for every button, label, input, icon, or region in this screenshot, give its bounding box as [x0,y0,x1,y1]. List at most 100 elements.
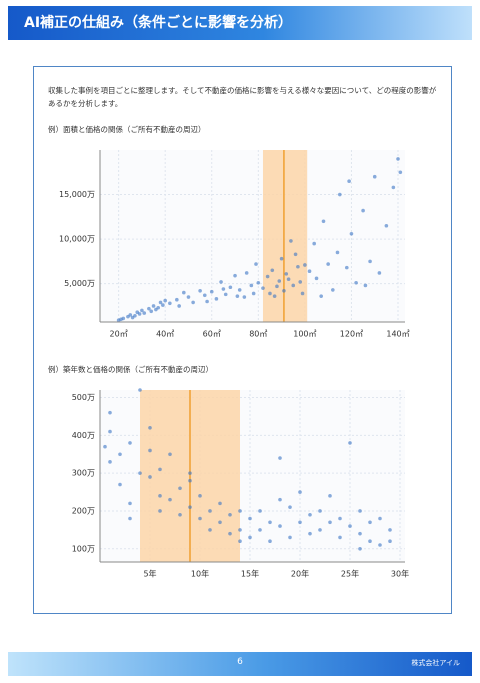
point [147,306,151,311]
point [388,528,392,532]
point [233,273,237,278]
point [188,505,192,509]
point [188,471,192,475]
point [235,294,240,298]
point [178,486,182,491]
point [338,192,342,197]
x-tick-label: 20年 [291,569,309,579]
point [368,259,372,264]
point [163,298,167,303]
point [358,546,362,551]
point [363,283,368,288]
point [372,174,377,179]
point [208,509,212,513]
point [338,516,342,521]
x-tick-label: 30年 [391,569,409,579]
point [148,448,152,453]
point [228,285,233,290]
point [288,535,292,540]
point [118,452,122,457]
point [128,313,133,317]
point [191,300,195,305]
y-tick-label: 100万 [72,544,95,553]
point [291,283,296,288]
point [314,276,319,281]
point [347,179,351,183]
point [258,528,262,532]
point [137,312,142,316]
point [303,263,307,267]
point [368,520,372,525]
point [328,520,332,525]
point [148,426,152,430]
point [158,509,162,513]
y-tick-label: 400万 [72,431,95,440]
x-tick-label: 100㎡ [293,330,316,339]
point [298,520,302,525]
point [140,308,144,313]
point [108,460,112,464]
point [286,277,291,282]
point [108,410,112,415]
point [348,441,352,445]
point [228,531,232,536]
point [158,494,162,498]
point [103,444,107,449]
point [398,170,403,175]
point [318,528,322,532]
x-tick-label: 80㎡ [249,330,267,339]
y-tick-label: 500万 [72,393,95,402]
point [331,288,335,292]
point [221,287,226,291]
point [209,289,214,294]
x-tick-label: 15年 [241,569,259,579]
point [249,283,254,288]
point [238,509,242,513]
chart: 20㎡ 40㎡ 60㎡ 80㎡ 100㎡ 120㎡ 140㎡ 5,000万 10,000万 15,… [59,150,410,339]
point [202,293,207,298]
point [307,269,312,274]
point [128,441,132,445]
point [319,294,323,298]
point [348,524,352,528]
y-tick-label: 300万 [72,469,95,478]
plot-area [100,150,405,322]
y-tick-label: 200万 [72,506,95,515]
point [148,475,152,479]
point [278,524,282,528]
point [205,299,209,304]
point [388,539,392,544]
point [378,543,382,547]
point [242,295,247,299]
point [238,539,242,544]
point [338,535,342,540]
point [138,388,142,392]
x-tick-label: 120㎡ [340,330,363,339]
header-title: AI補正の仕組み（条件ごとに影響を分析） [24,15,293,31]
point [151,304,156,308]
point [377,271,382,275]
point [270,268,275,273]
point [358,509,362,513]
point [228,512,232,517]
company-name: 株式会社アイル [411,659,460,667]
point [237,288,242,292]
highlight-band [262,150,308,322]
point [344,265,349,270]
point [198,289,202,293]
x-tick-label: 5年 [143,569,156,579]
point [161,303,165,307]
point [108,429,112,434]
point [168,452,172,457]
point [248,535,252,540]
point [198,494,202,498]
point [214,297,219,301]
point [265,274,270,279]
point [328,494,332,498]
point [335,250,340,255]
y-tick-label: 5,000万 [64,279,95,288]
y-tick-label: 10,000万 [59,235,95,244]
point [378,516,382,521]
point [244,271,249,275]
